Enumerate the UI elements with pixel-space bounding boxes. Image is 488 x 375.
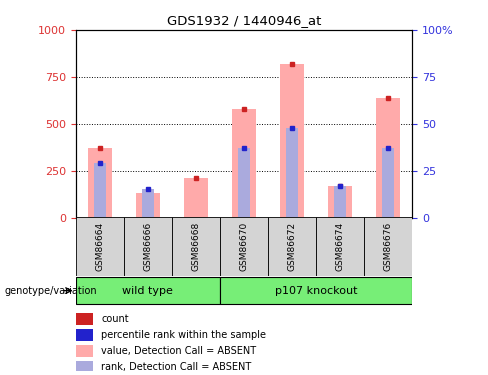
Text: value, Detection Call = ABSENT: value, Detection Call = ABSENT [101, 346, 256, 356]
Text: GSM86674: GSM86674 [336, 222, 345, 271]
Bar [124, 217, 172, 276]
Bar [328, 186, 352, 218]
Text: p107 knockout: p107 knockout [275, 286, 357, 296]
Bar [382, 148, 394, 217]
Text: percentile rank within the sample: percentile rank within the sample [101, 330, 266, 340]
Bar [316, 217, 364, 276]
Text: wild type: wild type [122, 286, 173, 296]
Bar [172, 217, 220, 276]
Bar [220, 277, 412, 304]
Text: GSM86670: GSM86670 [240, 222, 248, 271]
Bar [334, 186, 346, 218]
Bar [136, 193, 160, 217]
Bar [76, 329, 93, 340]
Text: count: count [101, 314, 129, 324]
Bar [268, 217, 316, 276]
Bar [76, 361, 93, 372]
Bar [88, 148, 112, 217]
Bar [238, 148, 250, 217]
Text: GSM86666: GSM86666 [143, 222, 152, 271]
Text: GSM86664: GSM86664 [95, 222, 104, 271]
Bar [232, 109, 256, 217]
Text: rank, Detection Call = ABSENT: rank, Detection Call = ABSENT [101, 362, 251, 372]
Bar [280, 64, 304, 217]
Bar [376, 98, 400, 218]
Bar [76, 217, 124, 276]
Bar [220, 217, 268, 276]
Bar [76, 345, 93, 357]
Bar [94, 163, 106, 218]
Bar [364, 217, 412, 276]
Bar [184, 178, 208, 218]
Text: GSM86672: GSM86672 [287, 222, 297, 271]
Bar [286, 128, 298, 218]
Bar [76, 313, 93, 325]
Text: GSM86676: GSM86676 [384, 222, 393, 271]
Text: GSM86668: GSM86668 [191, 222, 201, 271]
Bar [76, 277, 220, 304]
Bar [142, 189, 154, 217]
Title: GDS1932 / 1440946_at: GDS1932 / 1440946_at [167, 15, 321, 27]
Text: genotype/variation: genotype/variation [5, 286, 98, 296]
